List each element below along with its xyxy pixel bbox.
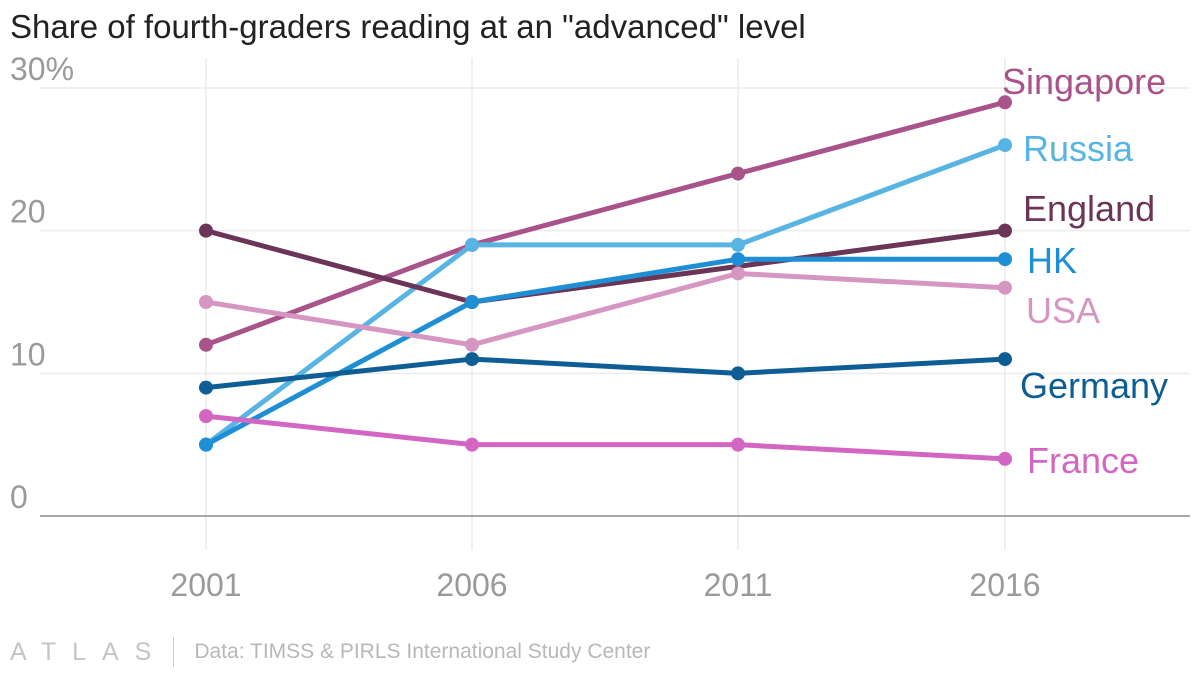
- data-point-usa-2006: [465, 337, 479, 352]
- data-point-germany-2001: [199, 380, 213, 395]
- data-point-hk-2001: [199, 437, 213, 452]
- chart-title: Share of fourth-graders reading at an "a…: [10, 8, 806, 45]
- x-tick-label: 2016: [969, 567, 1040, 603]
- data-point-england-2001: [199, 223, 213, 238]
- series-label-hk: HK: [1027, 240, 1077, 281]
- series-line-russia: [203, 142, 1008, 448]
- data-point-singapore-2011: [731, 166, 745, 181]
- footer-divider: [173, 637, 175, 667]
- grid: [40, 58, 1190, 550]
- data-point-germany-2016: [998, 352, 1012, 367]
- series-line-usa: [203, 270, 1008, 348]
- x-tick-label: 2011: [704, 567, 773, 603]
- data-point-russia-2016: [998, 138, 1012, 153]
- series-line-france: [203, 413, 1008, 462]
- series-label-france: France: [1027, 440, 1139, 481]
- data-point-russia-2011: [731, 237, 745, 252]
- data-point-russia-2006: [465, 237, 479, 252]
- series-label-russia: Russia: [1023, 128, 1134, 169]
- data-point-hk-2006: [465, 295, 479, 309]
- series-line-singapore: [203, 99, 1008, 348]
- y-tick-label: 20: [10, 194, 46, 230]
- series-lines: [203, 99, 1008, 462]
- y-tick-label: 10: [10, 336, 46, 372]
- axes: 0 10 20 30% 2001 2006 2011 2016: [10, 51, 1190, 603]
- data-point-germany-2011: [731, 366, 745, 381]
- series-label-germany: Germany: [1020, 365, 1168, 406]
- x-tick-label: 2001: [170, 567, 241, 603]
- data-point-usa-2011: [731, 266, 745, 281]
- footer: ATLAS Data: TIMSS & PIRLS International …: [10, 636, 650, 668]
- y-tick-label: 30%: [10, 51, 74, 87]
- data-point-hk-2011: [731, 252, 745, 267]
- series-points: [199, 95, 1012, 466]
- data-point-singapore-2001: [199, 337, 213, 352]
- data-point-hk-2016: [998, 252, 1012, 267]
- data-point-france-2016: [998, 451, 1012, 466]
- data-point-singapore-2016: [998, 95, 1012, 110]
- x-tick-label: 2006: [436, 567, 507, 603]
- series-label-singapore: Singapore: [1002, 61, 1166, 102]
- series-line-england: [203, 228, 1008, 305]
- series-label-england: England: [1023, 188, 1155, 229]
- series-labels: Singapore Russia England HK USA Germany France: [1002, 61, 1168, 481]
- series-label-usa: USA: [1026, 290, 1100, 331]
- data-point-usa-2001: [199, 295, 213, 309]
- data-source: Data: TIMSS & PIRLS International Study …: [194, 640, 651, 663]
- data-point-france-2006: [465, 437, 479, 452]
- y-tick-label: 0: [10, 479, 28, 515]
- data-point-france-2001: [199, 409, 213, 424]
- series-line-germany: [203, 356, 1008, 391]
- data-point-france-2011: [731, 437, 745, 452]
- data-point-usa-2016: [998, 280, 1012, 295]
- data-point-germany-2006: [465, 352, 479, 367]
- data-point-england-2016: [998, 223, 1012, 238]
- atlas-logo: ATLAS: [10, 637, 168, 666]
